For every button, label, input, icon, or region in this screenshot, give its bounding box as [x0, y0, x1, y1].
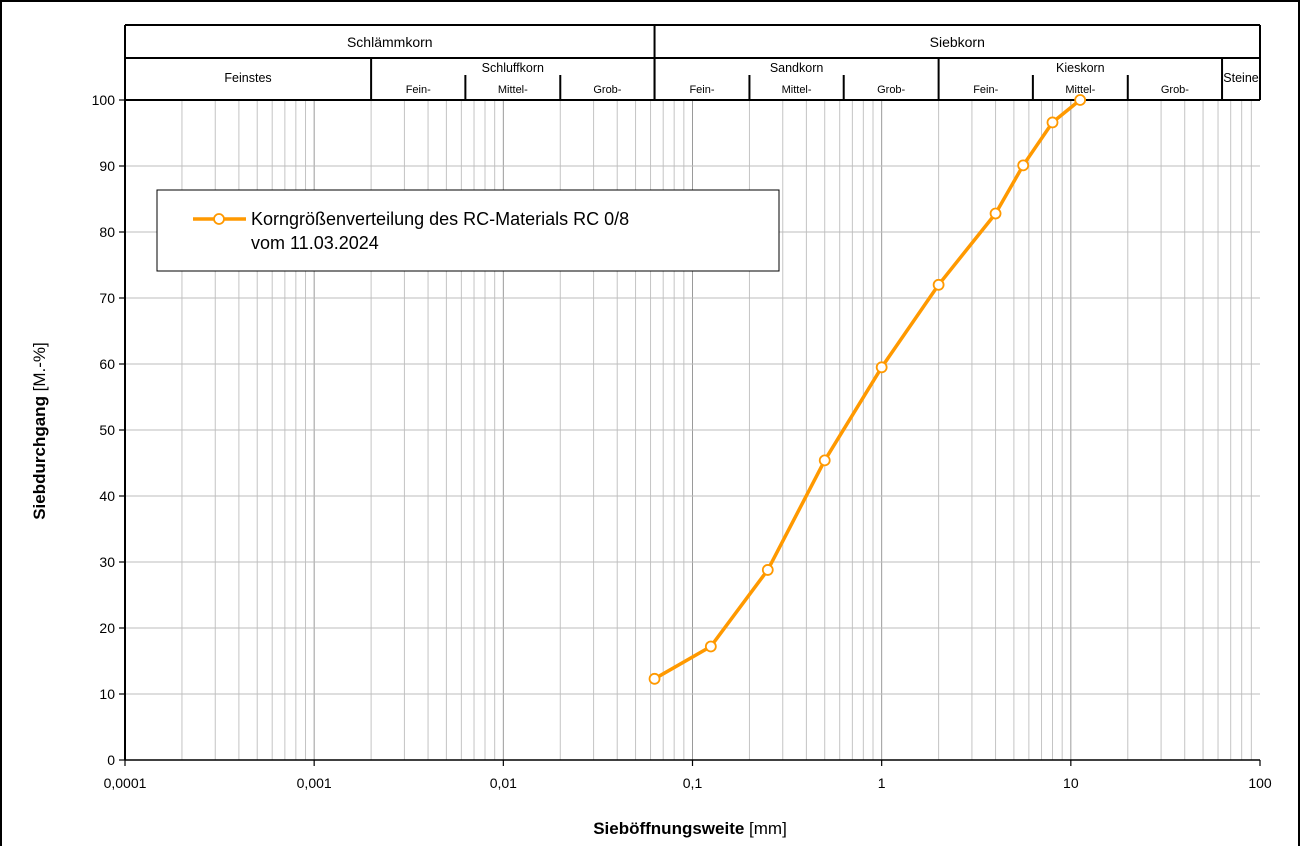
- y-axis-title: Siebdurchgang [M.-%]: [30, 342, 49, 520]
- header-cell-schluffkorn: Schluffkorn: [482, 61, 544, 75]
- header-cell-steine: Steine: [1223, 71, 1258, 85]
- y-tick-label: 50: [99, 422, 115, 438]
- x-tick-label: 0,001: [297, 775, 332, 791]
- header-cell-sandkorn: Sandkorn: [770, 61, 824, 75]
- legend-marker-swatch: [213, 213, 225, 225]
- x-tick-label: 100: [1248, 775, 1272, 791]
- data-point: [818, 454, 831, 467]
- header-subcell-grob: Grob-: [1161, 84, 1189, 96]
- data-point: [932, 278, 945, 291]
- series-layer: [648, 94, 1087, 685]
- y-tick-label: 30: [99, 554, 115, 570]
- data-point: [761, 564, 774, 576]
- header-subcell-fein: Fein-: [406, 84, 431, 96]
- data-point: [875, 361, 888, 374]
- x-tick-label: 0,1: [683, 775, 703, 791]
- y-tick-label: 100: [92, 92, 116, 108]
- legend-box: [156, 189, 780, 272]
- x-tick-label: 0,0001: [104, 775, 147, 791]
- axes: 0 10 20 30 40 50 60 70 80 90 100 0,0001 0,001 0,01 0,1…: [92, 92, 1272, 791]
- x-axis-title: Sieböffnungsweite [mm]: [593, 819, 787, 838]
- header-subcell-fein: Fein-: [973, 84, 998, 96]
- y-tick-label: 20: [99, 620, 115, 636]
- legend-label-line1: Korngrößenverteilung des RC-Materials RC…: [251, 209, 629, 229]
- y-axis-title-bold: Siebdurchgang: [30, 396, 49, 520]
- x-tick-label: 10: [1063, 775, 1079, 791]
- y-tick-label: 60: [99, 356, 115, 372]
- x-axis-title-bold: Sieböffnungsweite: [593, 819, 744, 838]
- header-cell-kieskorn: Kieskorn: [1056, 61, 1105, 75]
- x-tick-label: 1: [878, 775, 886, 791]
- header-subcell-mittel: Mittel-: [1065, 84, 1095, 96]
- data-point: [648, 672, 661, 685]
- header-subcell-fein: Fein-: [689, 84, 714, 96]
- data-point: [1046, 116, 1059, 129]
- y-tick-label: 80: [99, 224, 115, 240]
- y-tick-label: 40: [99, 488, 115, 504]
- header-cell-feinstes: Feinstes: [224, 71, 271, 85]
- legend-label-line2: vom 11.03.2024: [251, 233, 379, 253]
- y-axis-title-unit: [M.-%]: [30, 342, 49, 396]
- y-tick-label: 90: [99, 158, 115, 174]
- header-subcell-mittel: Mittel-: [498, 84, 528, 96]
- header-cell-schlämmkorn: Schlämmkorn: [347, 34, 433, 50]
- header-cell-siebkorn: Siebkorn: [930, 34, 985, 50]
- series-line: [652, 98, 1082, 681]
- y-tick-label: 10: [99, 686, 115, 702]
- x-axis-title-unit: [mm]: [744, 819, 787, 838]
- data-point: [989, 207, 1002, 220]
- header-subcell-mittel: Mittel-: [782, 84, 812, 96]
- x-tick-label: 0,01: [490, 775, 517, 791]
- header-subcell-grob: Grob-: [877, 84, 905, 96]
- y-tick-label: 70: [99, 290, 115, 306]
- data-point: [1017, 159, 1030, 172]
- header-subcell-grob: Grob-: [593, 84, 621, 96]
- y-tick-label: 0: [107, 752, 115, 768]
- data-point: [704, 640, 717, 653]
- data-point: [1074, 94, 1087, 106]
- legend: Korngrößenverteilung des RC-Materials RC…: [156, 189, 780, 272]
